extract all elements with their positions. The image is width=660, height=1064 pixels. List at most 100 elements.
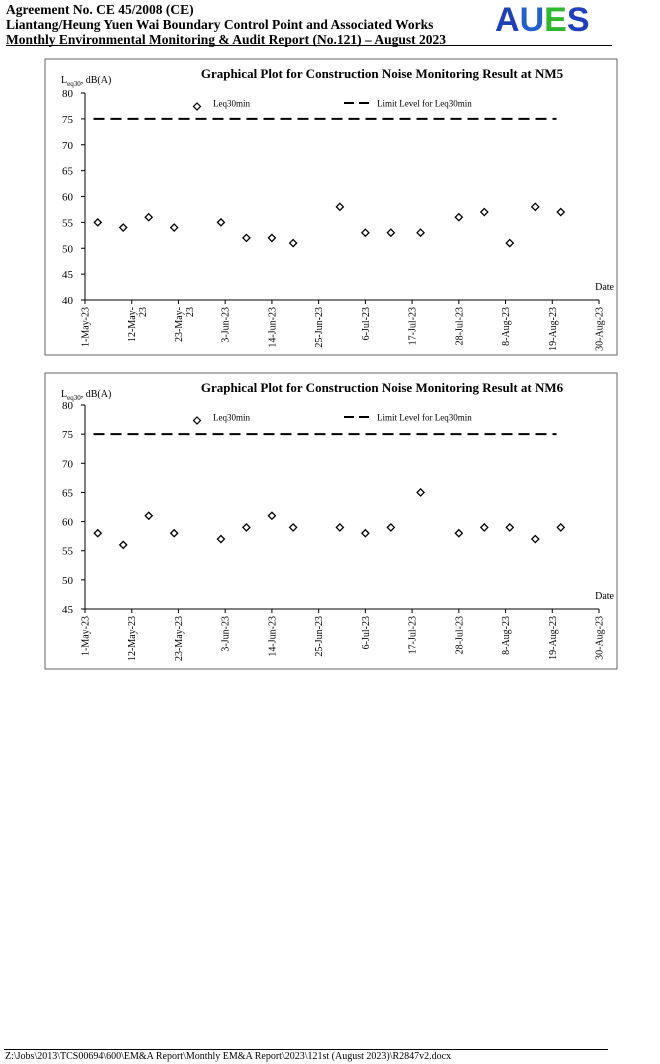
x-tick-label: 14-Jun-23 [267,616,278,657]
x-tick-label: 14-Jun-23 [267,307,278,348]
x-tick-label-line: 25-Jun-23 [314,616,325,657]
data-point [216,217,226,227]
header-divider [6,45,612,46]
x-tick-label: 8-Aug-23 [501,616,512,655]
x-tick-label-line: 3-Jun-23 [221,307,232,343]
data-point [335,202,345,212]
data-point [416,488,426,497]
data-point [288,522,298,532]
y-tick-label: 45 [62,604,74,616]
x-tick-label: 30-Aug-23 [595,307,606,351]
data-point [505,238,515,248]
x-tick-label-line: 28-Jul-23 [454,307,465,345]
data-point [144,511,154,521]
x-tick-label-line: 12-May-23 [127,616,138,661]
y-tick-label: 50 [62,243,74,255]
chart-frame [44,58,618,356]
x-tick-label-line: 17-Jul-23 [408,616,419,654]
x-tick-label: 19-Aug-23 [548,616,559,660]
y-tick-label: 65 [62,166,74,178]
x-tick-label: 1-May-23 [81,616,92,656]
y-tick-label: 80 [62,400,74,412]
data-point [216,534,226,544]
x-tick-label: 3-Jun-23 [221,616,232,652]
chart-title: Graphical Plot for Construction Noise Mo… [201,380,564,395]
report-title: Monthly Environmental Monitoring & Audit… [6,32,447,47]
x-tick-label-line: 14-Jun-23 [267,307,278,348]
data-point [335,522,345,532]
x-tick-label: 8-Aug-23 [501,307,512,346]
data-point [267,233,277,243]
data-point [454,212,464,222]
chart-frame [44,372,618,670]
data-point [416,228,426,238]
data-point [386,228,396,238]
y-tick-label: 55 [62,546,74,558]
y-tick-label: 70 [62,140,74,152]
x-tick-label: 19-Aug-23 [548,307,559,351]
x-axis-title: Date [595,282,614,293]
y-tick-label: 75 [62,429,74,441]
y-axis-label-subscript: eq30 [67,394,81,402]
data-point [386,522,396,532]
x-tick-label-line: 23-May- [174,307,185,342]
x-tick-label: 17-Jul-23 [408,616,419,654]
data-point [530,202,540,212]
y-axis-label-subscript: eq30 [67,80,81,88]
x-tick-label: 28-Jul-23 [454,307,465,345]
y-axis-label-unit: , dB(A) [81,75,112,86]
data-point [360,228,370,238]
aues-logo: AUES [495,2,590,38]
project-title: Liantang/Heung Yuen Wai Boundary Control… [6,17,434,32]
x-tick-label: 23-May-23 [174,616,185,661]
y-tick-label: 70 [62,458,74,470]
x-tick-label: 12-May-23 [127,307,149,342]
y-tick-label: 65 [62,487,74,499]
legend-limit-label: Limit Level for Leq30min [377,99,472,109]
data-point [556,522,566,532]
x-tick-label: 23-May-23 [174,307,196,342]
data-point [118,540,128,550]
x-tick-label-line: 6-Jul-23 [361,307,372,340]
chart-nm6: Graphical Plot for Construction Noise Mo… [44,372,618,670]
y-axis-label-main: L [61,389,67,400]
x-tick-label: 6-Jul-23 [361,616,372,649]
data-point [479,522,489,532]
y-axis-label: Leq30, dB(A) [61,389,111,402]
x-tick-label: 6-Jul-23 [361,307,372,340]
x-tick-label-line: 23 [138,307,149,317]
data-point [505,522,515,532]
legend-marker-icon [192,102,202,111]
y-axis-label-unit: , dB(A) [81,389,112,400]
x-tick-label-line: 3-Jun-23 [221,616,232,652]
data-point [360,528,370,538]
data-point [169,528,179,538]
x-tick-label-line: 23-May-23 [174,616,185,661]
x-tick-label-line: 14-Jun-23 [267,616,278,657]
chart-title: Graphical Plot for Construction Noise Mo… [201,66,564,81]
footer-divider [4,1049,608,1050]
x-tick-label-line: 28-Jul-23 [454,616,465,654]
legend-points-label: Leq30min [213,99,250,109]
x-axis-title: Date [595,591,614,602]
data-point [530,534,540,544]
data-point [93,528,103,538]
x-tick-label-line: 6-Jul-23 [361,616,372,649]
x-tick-label-line: 17-Jul-23 [408,307,419,345]
x-tick-label-line: 8-Aug-23 [501,307,512,346]
x-tick-label: 3-Jun-23 [221,307,232,343]
y-tick-label: 60 [62,192,74,204]
y-tick-label: 50 [62,575,74,587]
logo-letter-s: S [566,1,590,39]
x-tick-label-line: 19-Aug-23 [548,307,559,351]
y-tick-label: 75 [62,114,74,126]
data-point [454,528,464,538]
y-tick-label: 45 [62,269,74,281]
legend-points-label: Leq30min [213,413,250,423]
data-point [556,207,566,217]
data-point [288,238,298,248]
logo-letter-u: U [519,1,545,39]
x-tick-label: 12-May-23 [127,616,138,661]
x-tick-label-line: 8-Aug-23 [501,616,512,655]
data-point [479,207,489,217]
